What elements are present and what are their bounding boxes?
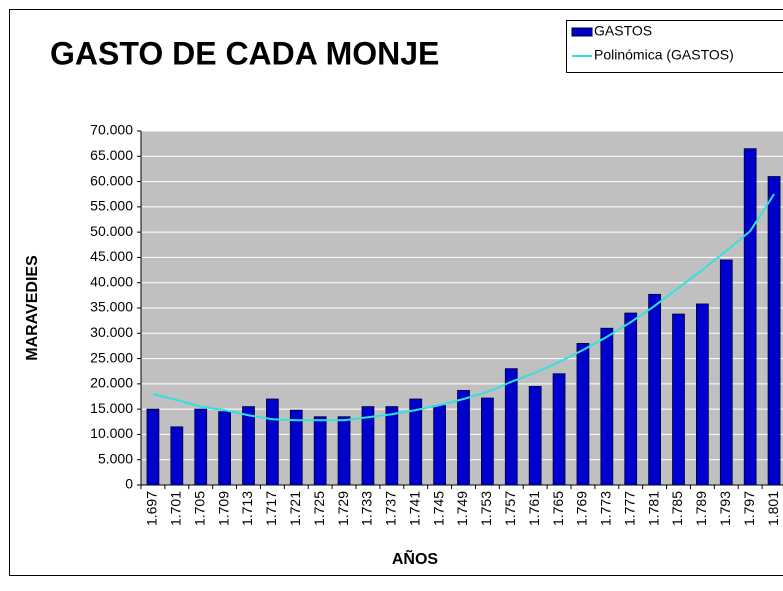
- x-tick-label: 1.773: [598, 491, 614, 526]
- y-tick-label: 40.000: [90, 273, 133, 289]
- x-tick-label: 1.801: [765, 491, 781, 526]
- bar: [528, 385, 542, 486]
- legend-swatch: [571, 27, 593, 37]
- x-tick-label: 1.745: [430, 491, 446, 526]
- x-tick-label: 1.781: [645, 491, 661, 526]
- bar: [576, 342, 590, 486]
- trend-line: [152, 193, 775, 422]
- x-tick-label: 1.729: [335, 491, 351, 526]
- bar: [170, 426, 184, 486]
- x-axis-title: AÑOS: [392, 548, 439, 568]
- bar: [719, 259, 733, 486]
- y-tick-label: 45.000: [90, 248, 133, 264]
- bar: [767, 176, 781, 486]
- x-tick-label: 1.717: [263, 491, 279, 526]
- y-tick-label: 50.000: [90, 223, 133, 239]
- bar: [648, 293, 661, 486]
- y-tick-label: 35.000: [90, 299, 133, 315]
- y-tick-label: 20.000: [90, 375, 133, 391]
- bar: [457, 390, 470, 486]
- x-tick-label: 1.741: [406, 491, 422, 526]
- legend-label: Polinómica (GASTOS): [594, 47, 734, 63]
- bar: [600, 327, 614, 486]
- x-tick-label: 1.749: [454, 491, 470, 526]
- bar: [743, 148, 757, 486]
- x-tick-label: 1.769: [574, 491, 590, 526]
- x-tick-label: 1.713: [239, 491, 255, 526]
- bar: [218, 411, 231, 486]
- x-tick-label: 1.705: [191, 491, 207, 526]
- legend-label: GASTOS: [594, 23, 652, 39]
- bar: [146, 408, 160, 486]
- x-tick-label: 1.797: [741, 491, 757, 526]
- bar: [385, 406, 399, 486]
- bar: [266, 398, 279, 486]
- x-tick-label: 1.793: [717, 491, 733, 526]
- bar: [409, 398, 423, 486]
- y-tick-label: 60.000: [90, 172, 133, 188]
- y-tick-label: 65.000: [90, 147, 133, 163]
- y-tick-label: 70.000: [90, 122, 133, 138]
- y-tick-label: 10.000: [90, 425, 133, 441]
- bar: [481, 397, 494, 486]
- bar: [552, 373, 566, 486]
- x-tick-label: 1.697: [144, 491, 160, 526]
- bar: [504, 368, 518, 486]
- x-tick-label: 1.757: [502, 491, 518, 526]
- y-tick-label: 30.000: [90, 324, 133, 340]
- x-tick-label: 1.789: [693, 491, 709, 526]
- bar: [289, 409, 303, 486]
- x-tick-label: 1.761: [526, 491, 542, 526]
- x-tick-label: 1.777: [621, 491, 637, 526]
- x-tick-label: 1.701: [168, 491, 184, 526]
- y-tick-label: 25.000: [90, 349, 133, 365]
- bar: [672, 313, 685, 486]
- bar: [624, 312, 638, 486]
- bar: [361, 406, 375, 486]
- bar: [696, 303, 709, 486]
- chart-title: GASTO DE CADA MONJE: [50, 35, 439, 71]
- y-tick-label: 0: [125, 476, 133, 492]
- bar: [433, 405, 446, 486]
- x-tick-label: 1.753: [478, 491, 494, 526]
- x-tick-label: 1.737: [383, 491, 399, 526]
- bar: [242, 406, 255, 486]
- y-tick-label: 15.000: [90, 400, 133, 416]
- bar: [313, 416, 327, 486]
- y-tick-label: 55.000: [90, 198, 133, 214]
- x-tick-label: 1.733: [359, 491, 375, 526]
- bar: [337, 416, 351, 486]
- x-tick-label: 1.709: [215, 491, 231, 526]
- legend-box: [566, 20, 783, 73]
- y-axis-title: MARAVEDIES: [24, 255, 41, 361]
- x-tick-label: 1.721: [287, 491, 303, 526]
- bar: [194, 408, 208, 486]
- x-tick-label: 1.725: [311, 491, 327, 526]
- x-tick-label: 1.785: [669, 491, 685, 526]
- x-tick-label: 1.765: [550, 491, 566, 526]
- y-tick-label: 5.000: [98, 450, 133, 466]
